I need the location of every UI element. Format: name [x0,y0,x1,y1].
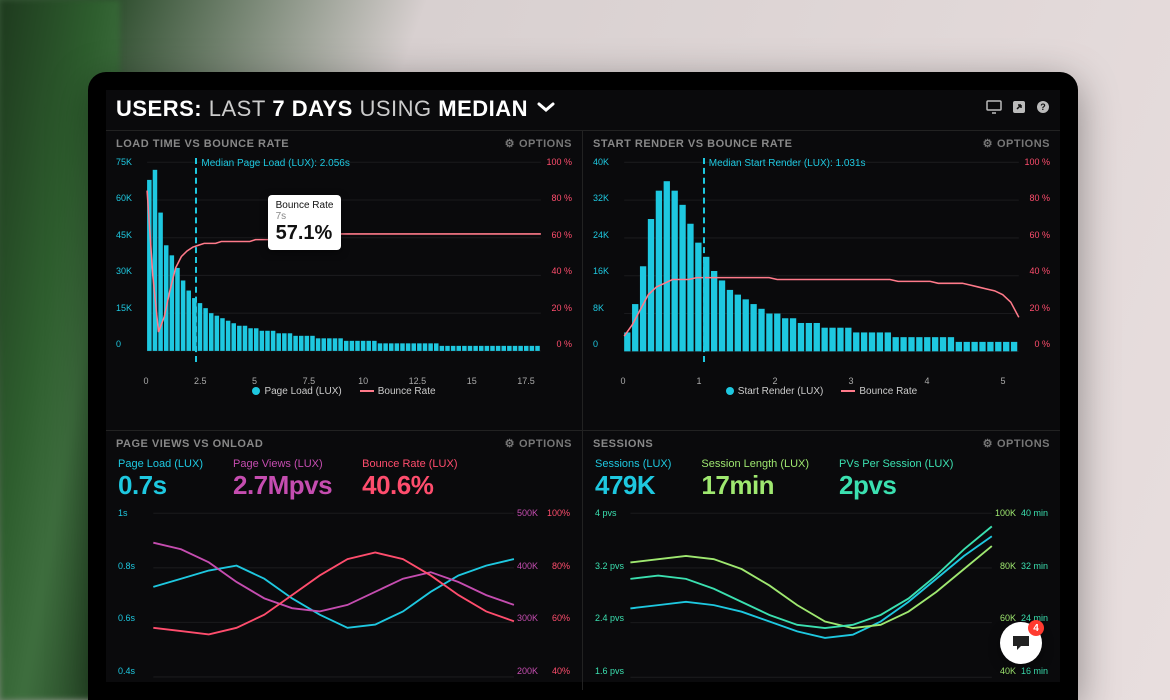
title-prefix: USERS: [116,96,202,121]
chart-sessions: 4 pvs3.2 pvs2.4 pvs1.6 pvs100K80K60K40K4… [593,507,1050,677]
dashboard-screen: USERS: LAST 7 DAYS USING MEDIAN ? LOAD T… [106,90,1060,682]
panel-grid: LOAD TIME VS BOUNCE RATE ⚙ OPTIONS 75K60… [106,130,1060,690]
panel-title: SESSIONS [593,438,653,450]
monitor-icon[interactable] [986,100,1002,119]
gear-icon: ⚙ [983,437,993,450]
tooltip-label: Bounce Rate [276,200,334,211]
chart-legend: Page Load (LUX) Bounce Rate [116,384,572,397]
laptop-frame: USERS: LAST 7 DAYS USING MEDIAN ? LOAD T… [88,72,1078,700]
stat-value: 2.7Mpvs [233,470,332,501]
title-using: USING [359,96,431,121]
notification-badge: 4 [1028,620,1044,636]
legend-item-bars: Start Render (LUX) [726,386,824,397]
title-median: MEDIAN [438,96,528,121]
title-days: 7 DAYS [272,96,352,121]
median-label: Median Page Load (LUX): 2.056s [201,158,349,169]
share-icon[interactable] [1012,100,1026,119]
panel-title: START RENDER VS BOUNCE RATE [593,138,793,150]
options-button[interactable]: ⚙ OPTIONS [983,437,1050,450]
stat-row: Page Load (LUX)0.7s Page Views (LUX)2.7Mp… [116,454,572,503]
legend-item-line: Bounce Rate [841,386,917,397]
stat-row: Sessions (LUX)479K Session Length (LUX)17… [593,454,1050,503]
panel-title: LOAD TIME VS BOUNCE RATE [116,138,289,150]
panel-title: PAGE VIEWS VS ONLOAD [116,438,263,450]
chart-load-time: 75K60K45K30K15K0100 %80 %60 %40 %20 %0 %… [116,154,572,384]
chart-tooltip: Bounce Rate 7s 57.1% [268,195,342,250]
stat-block: Page Load (LUX)0.7s [118,458,203,501]
chat-icon [1010,633,1032,653]
chevron-down-icon[interactable] [536,100,556,119]
dashboard-header: USERS: LAST 7 DAYS USING MEDIAN ? [106,90,1060,130]
stat-label: Page Load (LUX) [118,458,203,470]
chat-button[interactable]: 4 [1000,622,1042,664]
median-marker [195,158,197,362]
chart-legend: Start Render (LUX) Bounce Rate [593,384,1050,397]
median-label: Median Start Render (LUX): 1.031s [709,158,866,169]
options-label: OPTIONS [997,138,1050,150]
title-last: LAST [209,96,266,121]
options-label: OPTIONS [997,438,1050,450]
stat-label: Page Views (LUX) [233,458,332,470]
stat-block: Session Length (LUX)17min [701,458,809,501]
panel-start-render: START RENDER VS BOUNCE RATE ⚙ OPTIONS 40… [583,130,1060,430]
chart-start-render: 40K32K24K16K8K0100 %80 %60 %40 %20 %0 %0… [593,154,1050,384]
panel-sessions: SESSIONS ⚙ OPTIONS Sessions (LUX)479KSes… [583,430,1060,690]
gear-icon: ⚙ [505,437,515,450]
tooltip-sublabel: 7s [276,211,334,222]
svg-text:?: ? [1040,102,1046,112]
stat-block: Page Views (LUX)2.7Mpvs [233,458,332,501]
stat-value: 17min [701,470,809,501]
options-button[interactable]: ⚙ OPTIONS [505,137,572,150]
options-label: OPTIONS [519,438,572,450]
stat-value: 40.6% [362,470,457,501]
stat-value: 0.7s [118,470,203,501]
stat-label: Bounce Rate (LUX) [362,458,457,470]
tooltip-value: 57.1% [276,222,334,245]
options-label: OPTIONS [519,138,572,150]
page-title[interactable]: USERS: LAST 7 DAYS USING MEDIAN [116,96,528,122]
stat-value: 2pvs [839,470,953,501]
gear-icon: ⚙ [505,137,515,150]
stat-block: PVs Per Session (LUX)2pvs [839,458,953,501]
gear-icon: ⚙ [983,137,993,150]
stat-block: Sessions (LUX)479K [595,458,671,501]
stat-label: Session Length (LUX) [701,458,809,470]
legend-item-line: Bounce Rate [360,386,436,397]
options-button[interactable]: ⚙ OPTIONS [505,437,572,450]
chart-page-views: 1s0.8s0.6s0.4s500K400K300K200K100%80%60%… [116,507,572,677]
panel-load-time: LOAD TIME VS BOUNCE RATE ⚙ OPTIONS 75K60… [106,130,583,430]
stat-block: Bounce Rate (LUX)40.6% [362,458,457,501]
stat-label: PVs Per Session (LUX) [839,458,953,470]
stat-label: Sessions (LUX) [595,458,671,470]
legend-item-bars: Page Load (LUX) [252,386,341,397]
options-button[interactable]: ⚙ OPTIONS [983,137,1050,150]
median-marker [703,158,705,362]
stat-value: 479K [595,470,671,501]
help-icon[interactable]: ? [1036,100,1050,119]
panel-page-views: PAGE VIEWS VS ONLOAD ⚙ OPTIONS Page Load… [106,430,583,690]
